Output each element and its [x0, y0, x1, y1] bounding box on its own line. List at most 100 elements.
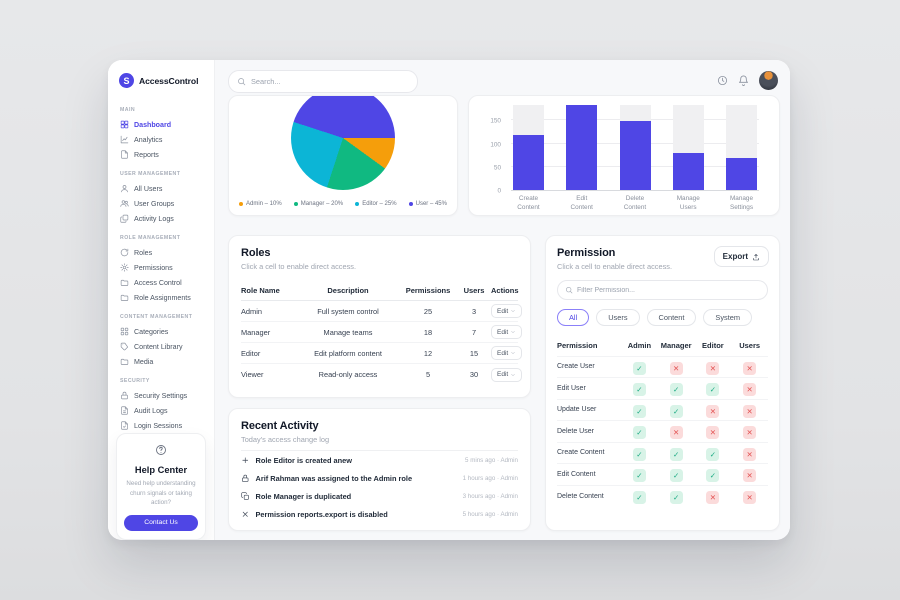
sidebar-item-access-control[interactable]: Access Control	[119, 275, 203, 290]
allow-badge[interactable]: ✓	[632, 426, 646, 440]
filter-tab-users[interactable]: Users	[596, 309, 640, 326]
sidebar-item-label: Audit Logs	[134, 406, 168, 415]
role-name[interactable]: Viewer	[241, 370, 264, 379]
sidebar-item-permissions[interactable]: Permissions	[119, 260, 203, 275]
role-users-count[interactable]: 7	[471, 327, 477, 337]
allow-badge[interactable]: ✓	[632, 361, 646, 375]
matrix-cell: ✕	[731, 379, 768, 397]
allow-badge[interactable]: ✓	[669, 469, 683, 483]
edit-role-button[interactable]: Edit	[491, 346, 523, 360]
export-button[interactable]: Export	[713, 246, 769, 267]
filter-tab-all[interactable]: All	[557, 309, 590, 326]
role-users-count[interactable]: 15	[469, 348, 479, 358]
role-description[interactable]: Full system control	[317, 306, 379, 316]
deny-badge[interactable]: ✕	[743, 383, 757, 397]
role-description[interactable]: Edit platform content	[314, 348, 382, 358]
x-icon	[241, 510, 250, 519]
sidebar: S AccessControl MAIN Dashboard Analytics Re…	[108, 60, 215, 540]
matrix-cell: ✓	[695, 465, 732, 483]
role-permissions-count[interactable]: 5	[425, 370, 431, 379]
matrix-cell: ✕	[731, 422, 768, 440]
bell-icon[interactable]	[738, 75, 749, 86]
allow-badge[interactable]: ✓	[632, 447, 646, 461]
deny-badge[interactable]: ✕	[743, 469, 757, 483]
edit-role-button[interactable]: Edit	[491, 325, 523, 339]
bar-manage-settings[interactable]: Manage Settings	[724, 105, 759, 211]
copy-icon	[241, 492, 250, 501]
legend-dot	[239, 202, 243, 206]
allow-badge[interactable]: ✓	[706, 469, 720, 483]
deny-badge[interactable]: ✕	[706, 426, 720, 440]
role-permissions-count[interactable]: 18	[423, 327, 433, 337]
allow-badge[interactable]: ✓	[669, 491, 683, 505]
sidebar-item-login-sessions[interactable]: Login Sessions	[119, 418, 203, 433]
deny-badge[interactable]: ✕	[706, 361, 720, 375]
contact-us-button[interactable]: Contact Us	[124, 514, 198, 531]
role-permissions-count[interactable]: 25	[423, 306, 433, 316]
allow-badge[interactable]: ✓	[669, 447, 683, 461]
allow-badge[interactable]: ✓	[706, 383, 720, 397]
role-permissions-count[interactable]: 12	[423, 348, 433, 358]
clock-icon[interactable]	[717, 75, 728, 86]
edit-role-button[interactable]: Edit	[491, 367, 523, 382]
app-logo-icon: S	[119, 73, 134, 88]
role-description[interactable]: Read-only access	[318, 370, 378, 379]
filter-tab-system[interactable]: System	[703, 309, 753, 326]
bar-manage-users[interactable]: Manage Users	[671, 105, 706, 211]
allow-badge[interactable]: ✓	[706, 447, 720, 461]
sidebar-item-analytics[interactable]: Analytics	[119, 132, 203, 147]
role-name[interactable]: Editor	[241, 348, 261, 358]
role-description[interactable]: Manage teams	[323, 327, 373, 337]
deny-badge[interactable]: ✕	[669, 426, 683, 440]
bar-delete-content[interactable]: Delete Content	[618, 105, 653, 211]
activity-item: Role Manager is duplicated 3 hours ago · …	[241, 487, 518, 505]
edit-role-button[interactable]: Edit	[491, 304, 523, 318]
role-users-count[interactable]: 30	[469, 370, 479, 379]
user-avatar[interactable]	[759, 71, 778, 90]
deny-badge[interactable]: ✕	[706, 491, 720, 505]
allow-badge[interactable]: ✓	[632, 383, 646, 397]
sidebar-item-label: Content Library	[134, 342, 183, 351]
allow-badge[interactable]: ✓	[632, 469, 646, 483]
allow-badge[interactable]: ✓	[632, 404, 646, 418]
deny-badge[interactable]: ✕	[743, 426, 757, 440]
matrix-cell: ✓	[621, 358, 658, 376]
search-icon	[565, 286, 573, 294]
roles-card: Roles Click a cell to enable direct acce…	[228, 235, 531, 398]
bar-create-content[interactable]: Create Content	[511, 105, 546, 211]
allow-badge[interactable]: ✓	[669, 383, 683, 397]
sidebar-item-content-library[interactable]: Content Library	[119, 339, 203, 354]
deny-badge[interactable]: ✕	[743, 361, 757, 375]
role-name[interactable]: Admin	[241, 306, 262, 316]
sidebar-item-all-users[interactable]: All Users	[119, 181, 203, 196]
matrix-cell: ✕	[695, 422, 732, 440]
all-users-icon	[120, 184, 129, 193]
filter-tab-content[interactable]: Content	[646, 309, 697, 326]
sidebar-item-role-assignments[interactable]: Role Assignments	[119, 290, 203, 305]
allow-badge[interactable]: ✓	[632, 491, 646, 505]
role-name[interactable]: Manager	[241, 327, 271, 337]
sidebar-item-media[interactable]: Media	[119, 354, 203, 369]
matrix-cell: ✓	[695, 444, 732, 462]
allow-badge[interactable]: ✓	[669, 404, 683, 418]
sidebar-item-categories[interactable]: Categories	[119, 324, 203, 339]
deny-badge[interactable]: ✕	[706, 404, 720, 418]
deny-badge[interactable]: ✕	[743, 447, 757, 461]
pie-chart	[291, 96, 395, 190]
sidebar-item-dashboard[interactable]: Dashboard	[119, 117, 203, 132]
sidebar-item-user-groups[interactable]: User Groups	[119, 196, 203, 211]
sidebar-item-roles[interactable]: Roles	[119, 245, 203, 260]
sidebar-item-reports[interactable]: Reports	[119, 147, 203, 162]
sidebar-item-activity-logs[interactable]: Activity Logs	[119, 211, 203, 226]
deny-badge[interactable]: ✕	[743, 404, 757, 418]
sidebar-item-audit-logs[interactable]: Audit Logs	[119, 403, 203, 418]
filter-permission-input[interactable]	[577, 286, 760, 294]
deny-badge[interactable]: ✕	[743, 491, 757, 505]
search-input[interactable]	[251, 77, 409, 86]
column-header-permissions: Permissions	[405, 285, 451, 295]
role-users-count[interactable]: 3	[471, 306, 477, 316]
matrix-cell: ✓	[621, 379, 658, 397]
deny-badge[interactable]: ✕	[669, 361, 683, 375]
bar-edit-content[interactable]: Edit Content	[564, 105, 599, 211]
sidebar-item-security-settings[interactable]: Security Settings	[119, 388, 203, 403]
